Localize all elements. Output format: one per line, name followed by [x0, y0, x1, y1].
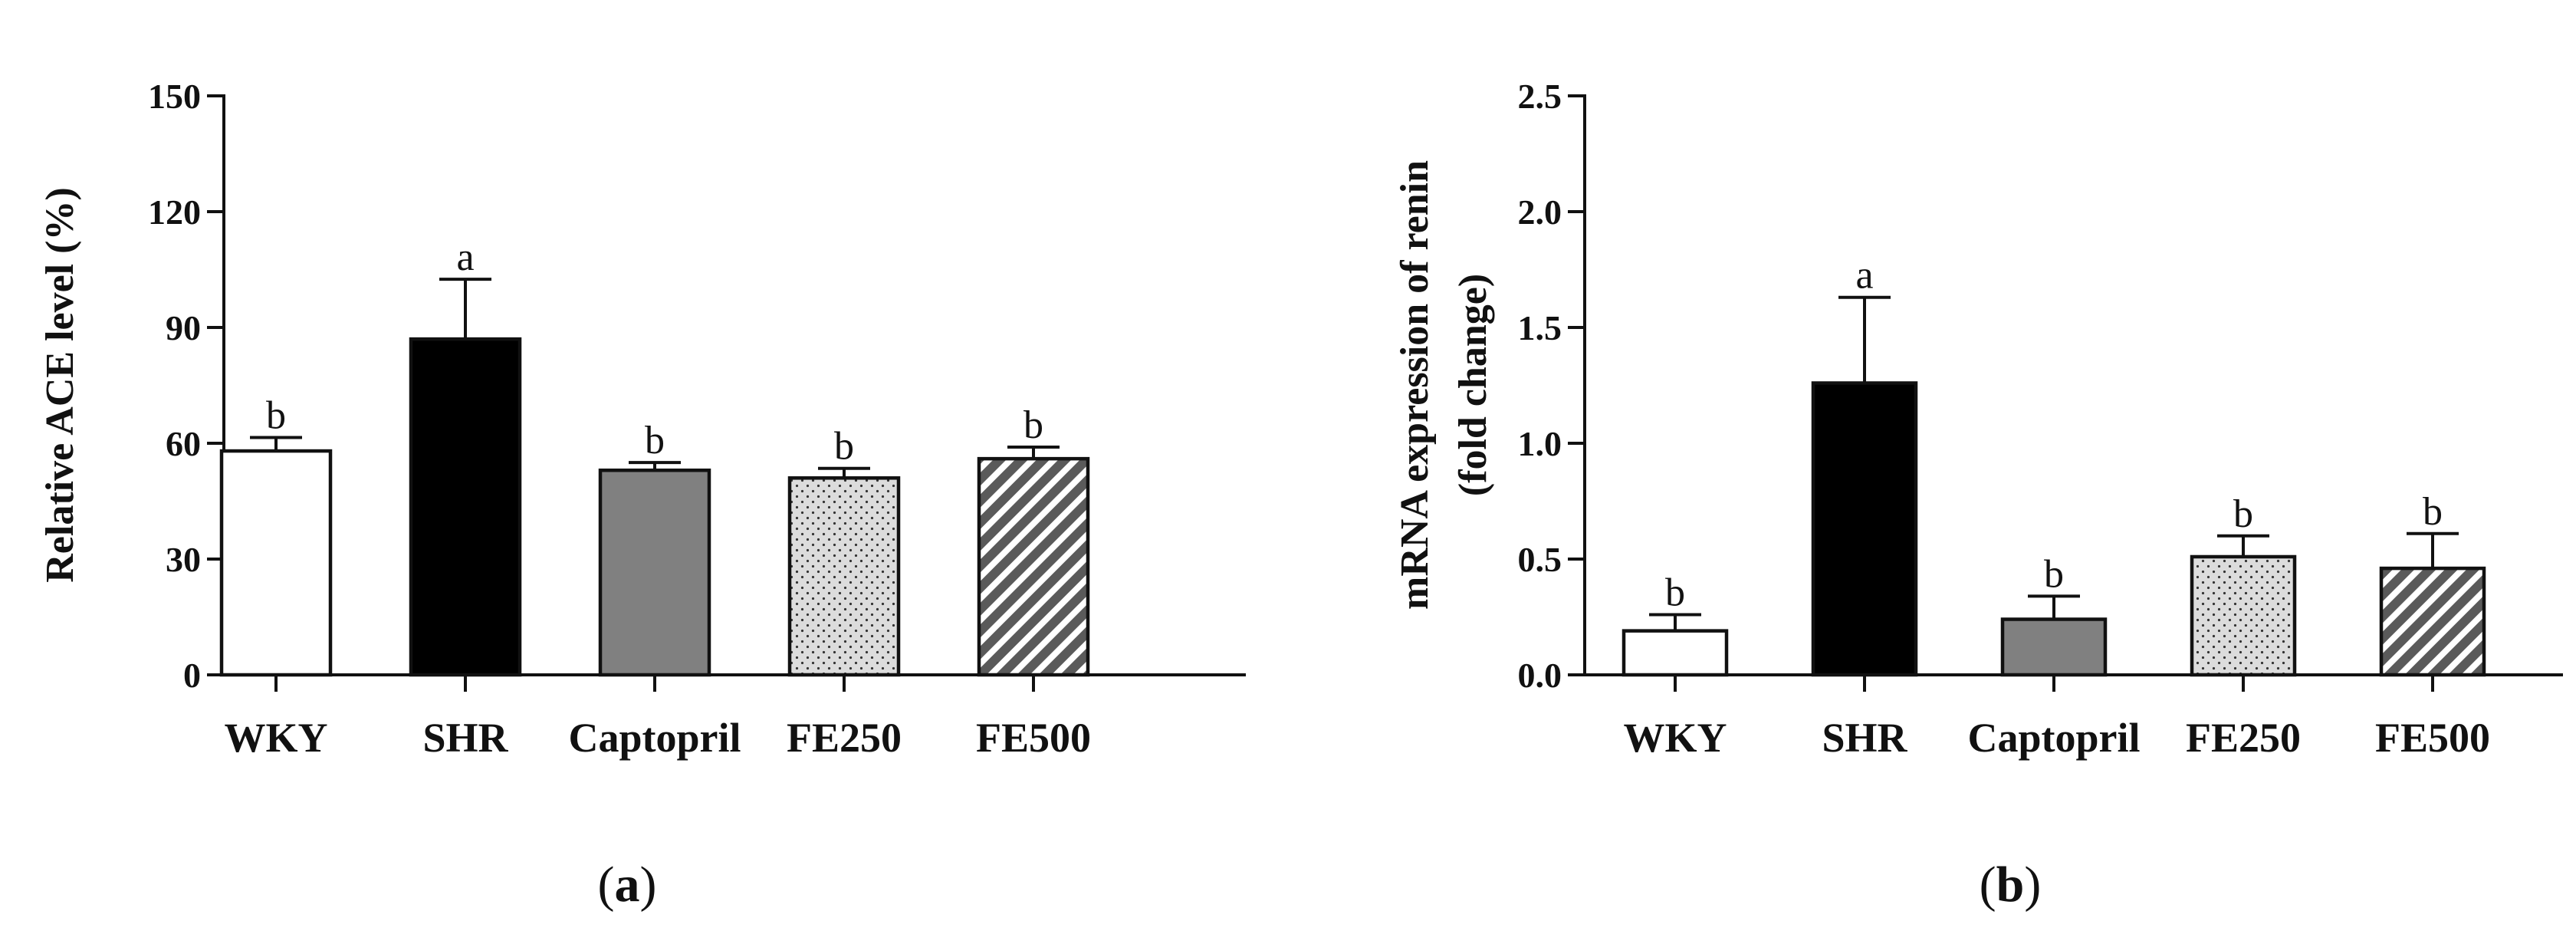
sig-letter-a-fe500: b [1024, 403, 1043, 447]
bar-b-shr [1811, 381, 1918, 677]
panel-label-b-letter: b [1996, 857, 2025, 913]
sig-letter-a-fe250: b [834, 425, 854, 469]
sig-letter-a-captopril: b [645, 419, 665, 462]
x-tick-label-a-fe500: FE500 [976, 715, 1091, 761]
bar-b-captopril [2000, 617, 2108, 677]
x-tick-label-b-wky: WKY [1624, 715, 1727, 761]
bar-b-fe250 [2190, 554, 2297, 677]
sig-letter-a-wky: b [266, 393, 286, 437]
panel-label-b: (b) [1980, 857, 2042, 913]
y-axis-title-line2-b: (fold change) [1451, 274, 1495, 496]
y-tick-label-a: 0 [183, 656, 201, 695]
y-tick-label-a: 30 [166, 540, 201, 579]
y-tick-label-b: 1.0 [1518, 424, 1562, 463]
bar-a-captopril [598, 468, 711, 677]
y-tick-label-b: 2.0 [1518, 192, 1562, 232]
bar-a-fe500 [977, 456, 1090, 677]
y-tick-label-a: 90 [166, 308, 201, 347]
y-axis-title-a: Relative ACE level (%) [38, 187, 82, 583]
panel-label-a: (a) [598, 857, 657, 913]
bar-a-fe250 [787, 476, 901, 677]
y-tick-label-b: 2.5 [1518, 77, 1562, 116]
panel-label-a-letter: a [615, 857, 640, 913]
bar-a-shr [409, 337, 522, 677]
x-tick-label-a-shr: SHR [422, 715, 508, 761]
sig-letter-b-fe250: b [2233, 492, 2253, 536]
x-tick-label-a-wky: WKY [225, 715, 328, 761]
y-tick-label-a: 120 [148, 192, 201, 232]
sig-letter-b-fe500: b [2423, 490, 2443, 534]
y-tick-label-a: 150 [148, 77, 201, 116]
sig-letter-b-shr: a [1855, 254, 1873, 298]
y-tick-label-b: 0.0 [1518, 656, 1562, 695]
x-tick-label-b-fe250: FE250 [2186, 715, 2301, 761]
bar-b-wky [1622, 629, 1729, 677]
y-tick-label-a: 60 [166, 424, 201, 463]
bar-a-wky [219, 449, 333, 677]
y-tick-label-b: 1.5 [1518, 308, 1562, 347]
x-tick-label-a-captopril: Captopril [568, 715, 741, 761]
y-axis-title-b: mRNA expression of renin [1393, 160, 1437, 610]
x-tick-label-b-fe500: FE500 [2375, 715, 2490, 761]
x-tick-label-a-fe250: FE250 [787, 715, 902, 761]
y-tick-label-b: 0.5 [1518, 540, 1562, 579]
x-tick-label-b-captopril: Captopril [1967, 715, 2140, 761]
bar-b-fe500 [2379, 566, 2486, 677]
sig-letter-b-wky: b [1665, 571, 1685, 614]
sig-letter-a-shr: a [456, 235, 474, 279]
chart-panel-a: 0 30 60 90 120 150 Relative ACE level (%) WKY b S… [38, 77, 1246, 761]
chart-panel-b: 0.0 0.5 1.0 1.5 2.0 2.5 mRNA expression of ren… [1393, 77, 2563, 761]
x-tick-label-b-shr: SHR [1822, 715, 1907, 761]
sig-letter-b-captopril: b [2044, 552, 2064, 596]
